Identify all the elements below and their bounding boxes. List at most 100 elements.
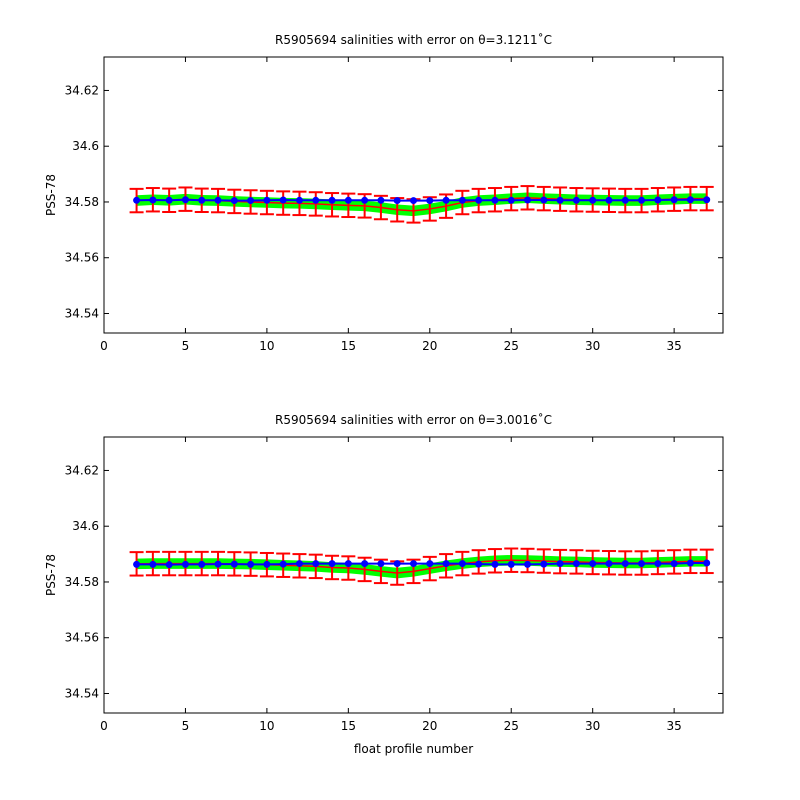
float-salinity-point	[295, 196, 303, 204]
float-salinity-point	[230, 560, 238, 568]
float-salinity-point	[279, 560, 287, 568]
float-salinity-point	[181, 196, 189, 204]
float-salinity-point	[181, 560, 189, 568]
x-tick-label: 35	[666, 339, 681, 353]
x-tick-label: 25	[504, 719, 519, 733]
float-salinity-point	[410, 560, 417, 568]
y-tick-label: 34.62	[65, 83, 99, 97]
axes-frame	[103, 436, 724, 714]
x-tick-label: 25	[504, 339, 519, 353]
float-salinity-point	[638, 196, 646, 204]
float-salinity-point	[572, 560, 580, 568]
float-salinity-point	[605, 560, 613, 568]
y-tick-label: 34.54	[65, 686, 99, 700]
float-salinity-point	[638, 560, 646, 568]
float-salinity-point	[540, 196, 548, 204]
float-salinity-point	[133, 196, 141, 204]
float-salinity-point	[165, 196, 173, 204]
y-tick-label: 34.62	[65, 463, 99, 477]
x-tick-label: 15	[341, 339, 356, 353]
error-band	[136, 192, 707, 217]
y-tick-label: 34.58	[65, 575, 99, 589]
float-salinity-point	[377, 196, 385, 204]
float-salinity-point	[377, 560, 385, 568]
float-salinity-point	[589, 196, 597, 204]
axes-frame	[103, 56, 724, 334]
float-salinity-point	[524, 560, 532, 568]
float-salinity-point	[686, 559, 694, 567]
float-salinity-point	[426, 197, 434, 205]
float-salinity-point	[686, 196, 694, 204]
float-salinity-point	[214, 196, 222, 204]
top-chart: 0 5 10 15 20 25 30 35 34.54 34.56 34.58 34.6 34.62 R5…	[44, 32, 724, 353]
float-salinity-point	[198, 560, 206, 568]
float-salinity-point	[247, 560, 255, 568]
y-tick-label: 34.54	[65, 306, 99, 320]
y-axis-label: PSS-78	[44, 174, 58, 216]
float-salinity-point	[507, 560, 515, 568]
x-tick-label: 30	[585, 719, 600, 733]
float-salinity-point	[605, 196, 613, 204]
x-tick-label: 20	[422, 339, 437, 353]
x-tick-label: 30	[585, 339, 600, 353]
float-salinity-point	[442, 560, 450, 568]
float-salinity-point	[556, 196, 564, 204]
float-salinity-line	[136, 198, 707, 202]
float-salinity-point	[410, 197, 417, 205]
float-salinity-point	[670, 196, 678, 204]
x-tick-label: 0	[100, 339, 108, 353]
float-salinity-point	[621, 560, 629, 568]
float-salinity-point	[312, 196, 320, 204]
bottom-chart: 0 5 10 15 20 25 30 35 34.54 34.56 34.58 34.6 34.62 R5…	[44, 412, 724, 756]
float-salinity-point	[442, 196, 450, 204]
x-tick-label: 20	[422, 719, 437, 733]
x-tick-label: 0	[100, 719, 108, 733]
float-salinity-point	[475, 196, 483, 204]
x-tick-label: 35	[666, 719, 681, 733]
float-salinity-point	[214, 560, 222, 568]
float-salinity-point	[475, 560, 483, 568]
float-salinity-point	[247, 197, 255, 205]
x-tick-label: 5	[182, 339, 190, 353]
float-salinity-point	[263, 196, 271, 204]
chart-title: R5905694 salinities with error on θ=3.00…	[275, 412, 552, 427]
float-salinity-point	[361, 196, 369, 204]
float-salinity-point	[361, 560, 369, 568]
x-tick-label: 5	[182, 719, 190, 733]
float-salinity-point	[703, 559, 711, 567]
float-salinity-point	[344, 196, 352, 204]
x-axis-label: float profile number	[354, 742, 473, 756]
x-tick-label: 10	[259, 339, 274, 353]
float-salinity-point	[393, 560, 401, 568]
y-axis-label: PSS-78	[44, 554, 58, 596]
y-tick-label: 34.58	[65, 195, 99, 209]
float-salinity-point	[344, 560, 352, 568]
float-salinity-point	[491, 560, 499, 568]
float-salinity-point	[703, 196, 711, 204]
float-salinity-point	[491, 196, 499, 204]
float-salinity-point	[572, 196, 580, 204]
float-salinity-point	[524, 196, 532, 204]
float-salinity-point	[149, 196, 157, 204]
float-salinity-point	[393, 197, 401, 205]
float-salinity-point	[621, 196, 629, 204]
float-salinity-point	[133, 560, 141, 568]
error-band	[136, 554, 707, 579]
float-salinity-point	[654, 196, 662, 204]
float-salinity-point	[507, 196, 515, 204]
x-tick-label: 10	[259, 719, 274, 733]
float-salinity-point	[556, 560, 564, 568]
float-salinity-point	[312, 560, 320, 568]
x-tick-label: 15	[341, 719, 356, 733]
float-salinity-point	[328, 196, 336, 204]
float-salinity-point	[589, 560, 597, 568]
float-salinity-point	[426, 560, 434, 568]
float-salinity-point	[263, 560, 271, 568]
float-salinity-line	[136, 562, 707, 566]
float-salinity-point	[149, 560, 157, 568]
float-salinity-point	[670, 560, 678, 568]
float-salinity-point	[458, 560, 466, 568]
float-salinity-point	[295, 560, 303, 568]
